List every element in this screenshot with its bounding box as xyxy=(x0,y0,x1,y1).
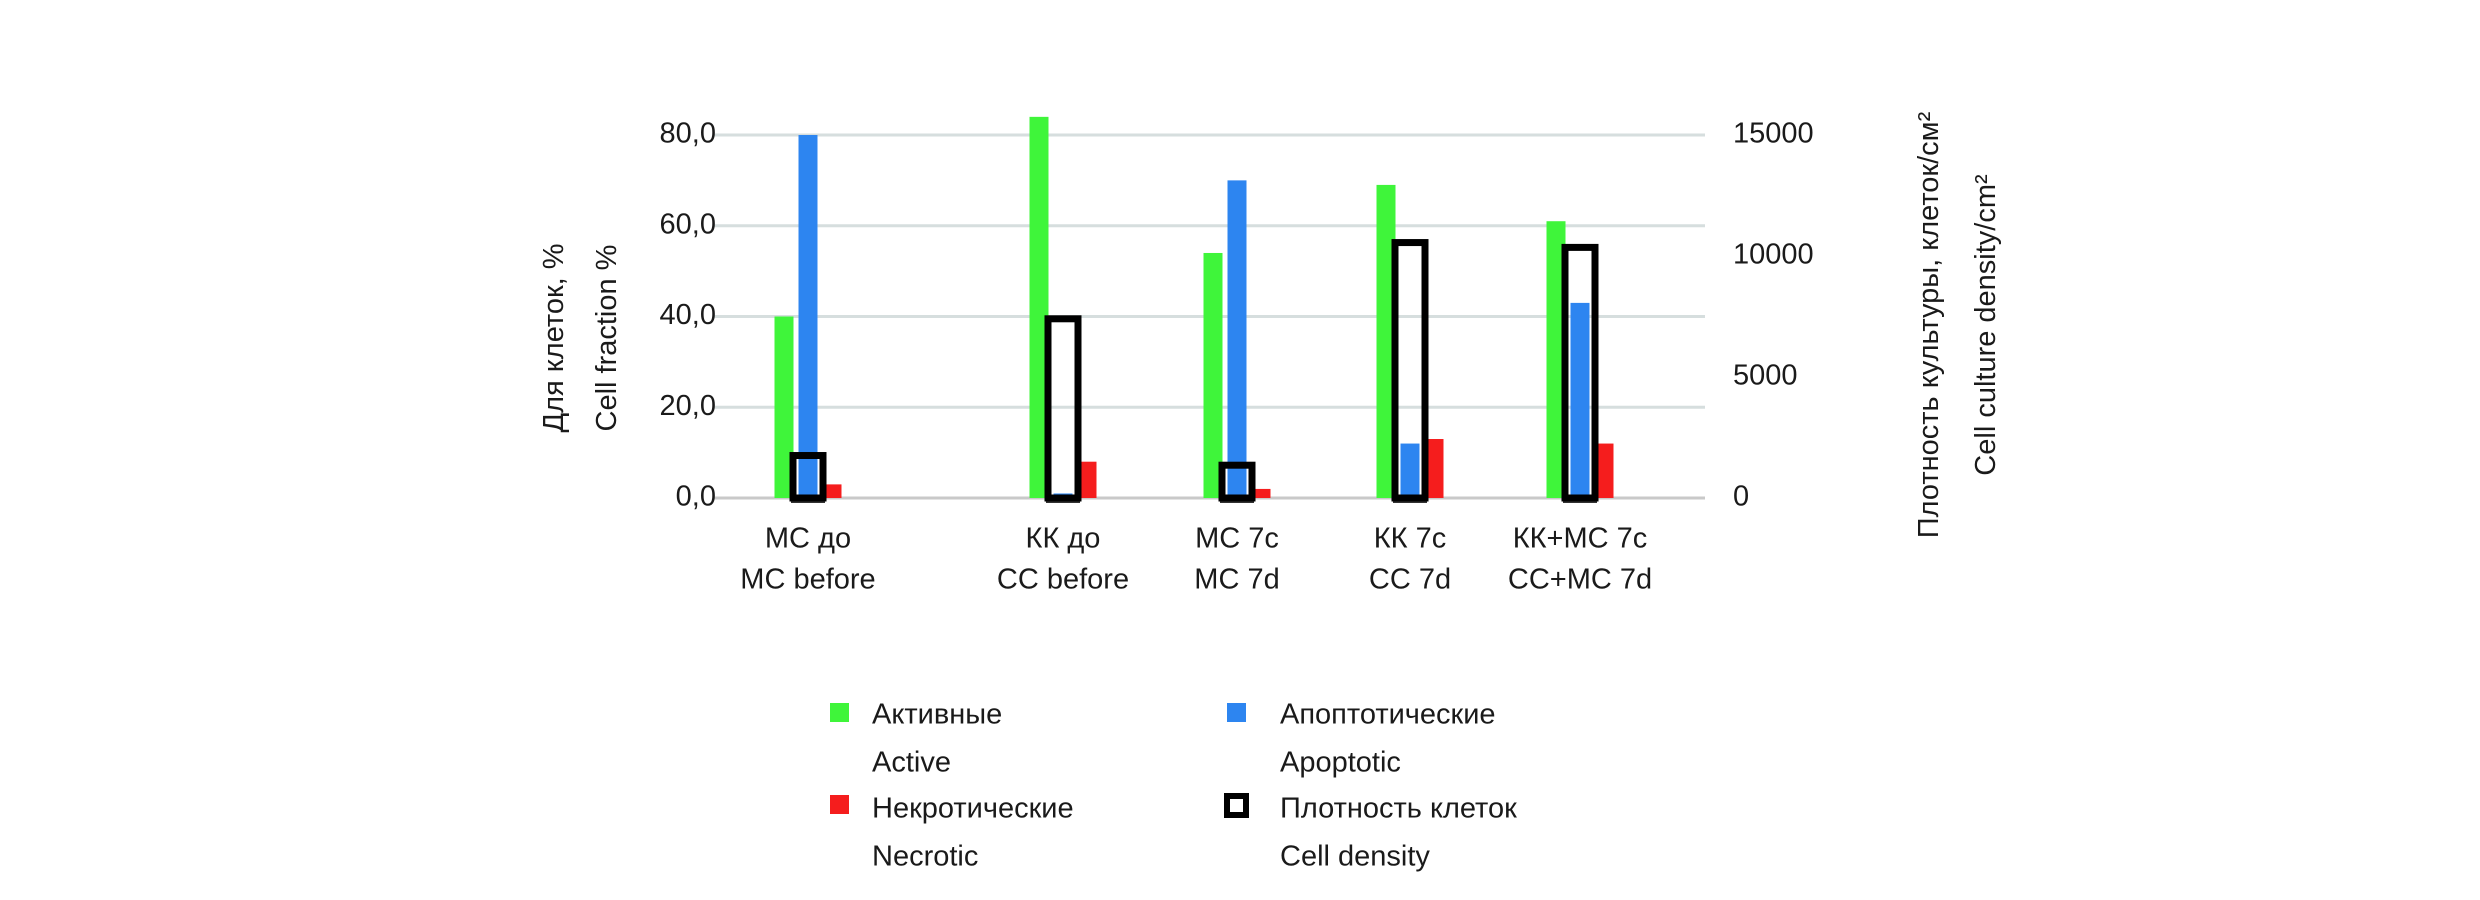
bar-density xyxy=(1044,315,1082,502)
right-axis: 0 5000 10000 15000 xyxy=(1733,118,1814,513)
legend-item-density: Плотность клеток Cell density xyxy=(1224,793,1517,873)
bar-necrotic xyxy=(1251,488,1271,498)
category-labels: МС до MC before КК до CC before МС 7с MC 7d КК… xyxy=(740,523,1652,596)
bar-density xyxy=(1218,461,1256,502)
y-right-tick-label: 0 xyxy=(1733,481,1749,513)
y-left-tick-label: 40,0 xyxy=(660,299,716,331)
legend: Активные Active Апоптотические Apoptotic… xyxy=(830,699,1517,873)
category-label-ru: МС до xyxy=(765,523,851,555)
legend-swatch-active xyxy=(830,703,849,722)
bar-apoptotic xyxy=(1227,180,1247,498)
category-label-ru: КК до xyxy=(1026,523,1101,555)
category-label-en: CC before xyxy=(997,564,1129,596)
bar-active xyxy=(774,316,794,498)
bar-active xyxy=(1546,221,1566,498)
bar-apoptotic xyxy=(1570,302,1590,498)
legend-label-density-ru: Плотность клеток xyxy=(1280,793,1517,825)
bar-necrotic xyxy=(1594,443,1614,498)
bar-apoptotic xyxy=(1400,443,1420,498)
legend-swatch-density xyxy=(1224,793,1249,818)
bar-active xyxy=(1376,184,1396,498)
bar-necrotic xyxy=(1424,439,1444,498)
y-left-axis-label-en: Cell fraction % xyxy=(591,245,623,432)
y-right-axis-label-en: Cell culture density/cm² xyxy=(1970,174,2002,476)
y-right-axis-label-ru: Плотность культуры, клеток/см² xyxy=(1913,111,1945,538)
bar-active xyxy=(1203,252,1223,498)
bar-density xyxy=(789,452,827,502)
y-left-tick-label: 80,0 xyxy=(660,118,716,150)
bar-density xyxy=(1561,243,1599,502)
legend-label-active-ru: Активные xyxy=(872,699,1002,731)
y-right-tick-label: 5000 xyxy=(1733,360,1798,392)
category-label-en: CC 7d xyxy=(1369,564,1451,596)
category-label-ru: КК+МС 7с xyxy=(1513,523,1648,555)
y-left-tick-label: 20,0 xyxy=(660,390,716,422)
legend-label-apoptotic-ru: Апоптотические xyxy=(1280,699,1496,731)
legend-label-necrotic-en: Necrotic xyxy=(872,841,978,873)
legend-label-density-en: Cell density xyxy=(1280,841,1430,873)
bar-necrotic xyxy=(822,484,842,498)
legend-item-active: Активные Active xyxy=(830,699,1002,779)
category-label-ru: КК 7с xyxy=(1374,523,1446,555)
category-label-en: MC before xyxy=(740,564,875,596)
category-label-en: CC+MC 7d xyxy=(1508,564,1652,596)
y-left-tick-label: 60,0 xyxy=(660,208,716,240)
legend-item-apoptotic: Апоптотические Apoptotic xyxy=(1227,699,1496,779)
category-label-ru: МС 7с xyxy=(1195,523,1279,555)
y-left-axis-label-ru: Для клеток, % xyxy=(538,243,570,432)
left-axis: 0,0 20,0 40,0 60,0 80,0 xyxy=(660,118,716,513)
bars xyxy=(774,116,1614,503)
legend-label-active-en: Active xyxy=(872,747,951,779)
bar-necrotic xyxy=(1077,461,1097,498)
legend-swatch-necrotic xyxy=(830,795,849,814)
legend-label-necrotic-ru: Некротические xyxy=(872,793,1074,825)
y-left-tick-label: 0,0 xyxy=(676,481,716,513)
y-right-tick-label: 15000 xyxy=(1733,118,1814,150)
legend-label-apoptotic-en: Apoptotic xyxy=(1280,747,1401,779)
y-right-tick-label: 10000 xyxy=(1733,239,1814,271)
legend-item-necrotic: Некротические Necrotic xyxy=(830,793,1074,873)
category-label-en: MC 7d xyxy=(1194,564,1279,596)
bar-apoptotic xyxy=(798,135,818,498)
bar-active xyxy=(1029,116,1049,498)
bar-density xyxy=(1391,239,1429,502)
legend-swatch-apoptotic xyxy=(1227,703,1246,722)
